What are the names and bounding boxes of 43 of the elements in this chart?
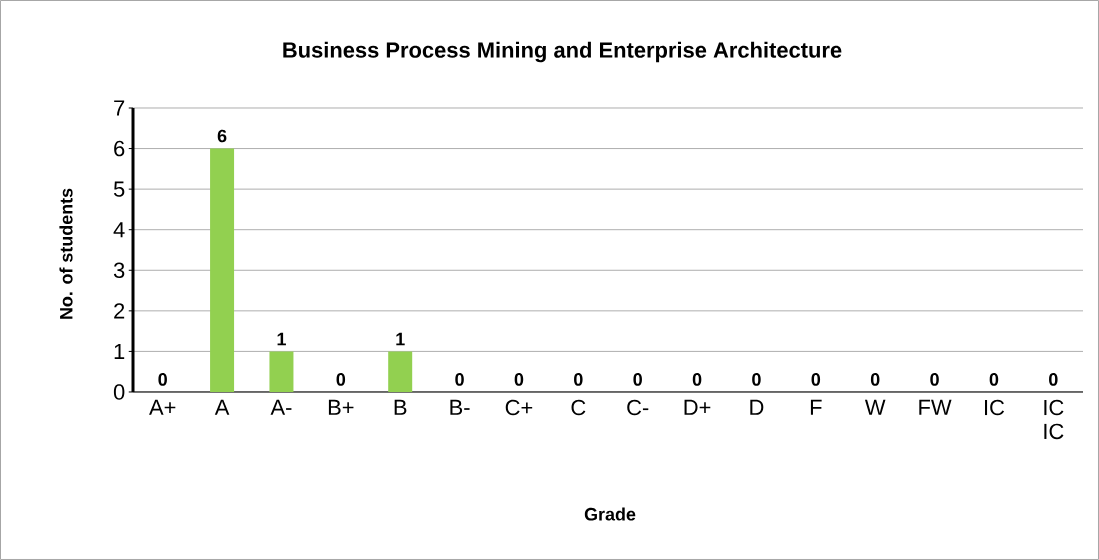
chart-title: Business Process Mining and Enterprise Architecture: [283, 41, 842, 63]
data-label: 1: [277, 332, 286, 346]
y-tick-label: 6: [114, 140, 125, 157]
y-tick-label: 3: [113, 262, 125, 279]
data-label: 0: [989, 373, 999, 386]
y-tick-label: 7: [114, 100, 125, 116]
x-tick-label: B-: [450, 399, 470, 415]
x-tick-label: C: [571, 399, 586, 416]
y-tick-label: 4: [113, 222, 125, 238]
data-label: 1: [396, 332, 405, 346]
data-label: 0: [574, 373, 583, 386]
x-tick-label: F: [810, 399, 822, 415]
data-label: 0: [514, 373, 524, 386]
x-tick-label: FW: [919, 399, 952, 415]
x-tick-label: A+: [149, 399, 176, 415]
data-label: 0: [811, 373, 821, 386]
data-label: 0: [752, 373, 761, 386]
y-tick-label: 5: [113, 181, 125, 197]
y-tick-label: 0: [113, 384, 125, 400]
x-tick-label: A: [214, 399, 230, 415]
y-tick-label: 1: [114, 343, 125, 359]
x-tick-label: C-: [627, 399, 649, 416]
data-label: 0: [336, 373, 346, 386]
x-tick-label: W: [864, 399, 886, 415]
data-label: 0: [692, 373, 702, 386]
x-tick-label: D+: [684, 399, 711, 415]
x-tick-label: IC IC: [1044, 399, 1064, 440]
y-tick-label: 2: [114, 303, 125, 319]
data-label: 0: [1049, 373, 1058, 386]
x-tick-label: IC: [985, 399, 1005, 416]
x-tick-label: B+: [328, 399, 354, 415]
data-label: 0: [158, 373, 167, 386]
data-label: 0: [633, 373, 642, 386]
data-label: 0: [870, 373, 880, 386]
data-label: 6: [217, 129, 227, 143]
data-label: 0: [455, 373, 464, 386]
x-tick-label: B: [394, 399, 407, 415]
x-axis-title: Grade: [584, 507, 636, 521]
x-tick-label: A-: [270, 399, 292, 415]
x-tick-label: C+: [505, 399, 533, 416]
x-tick-label: D: [750, 399, 764, 415]
data-label: 0: [930, 373, 939, 386]
y-axis-title: No. of students: [59, 188, 73, 319]
